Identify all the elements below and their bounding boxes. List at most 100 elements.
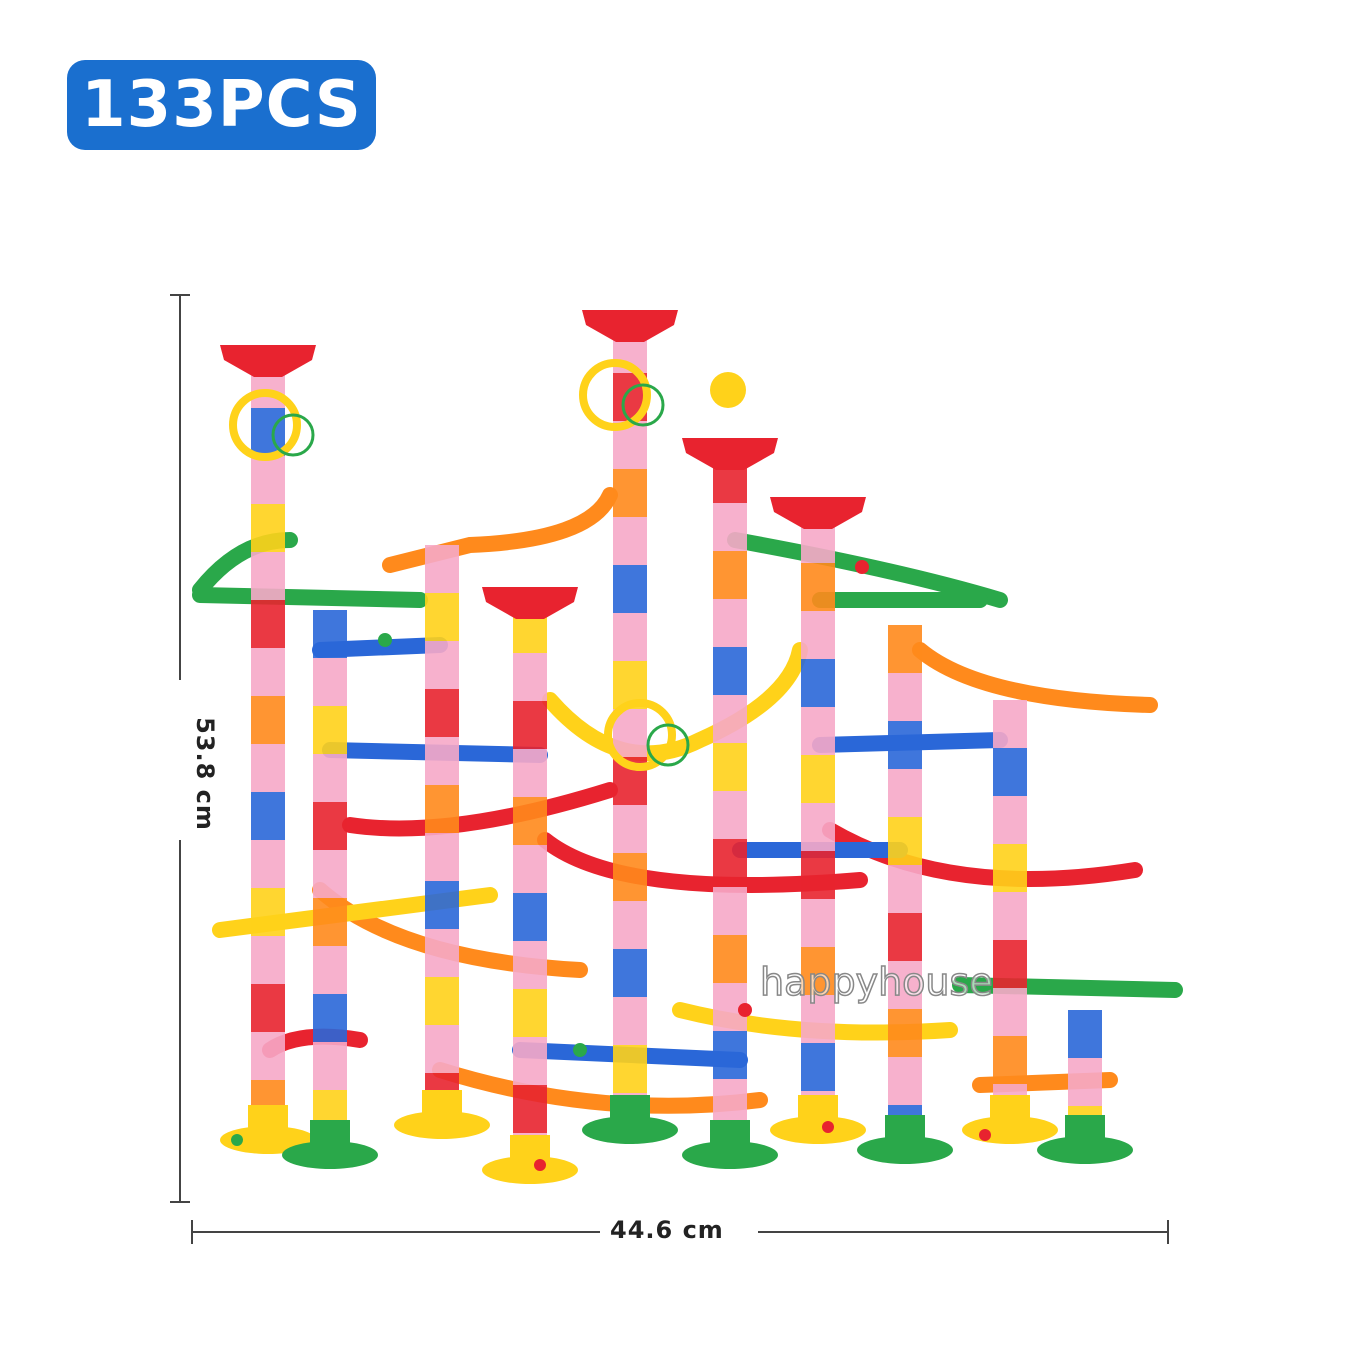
tower-base-stem [990, 1095, 1030, 1127]
tube-segment [613, 469, 647, 517]
tower-base-stem [610, 1095, 650, 1127]
tube-segment [613, 997, 647, 1045]
watermark-logo: happyhouse [759, 959, 993, 1005]
tube-segment [801, 755, 835, 803]
tube-segment [713, 551, 747, 599]
tube-segment [251, 648, 285, 696]
tube-segment [251, 744, 285, 792]
tower-base-stem [798, 1095, 838, 1127]
tube-segment [801, 611, 835, 659]
tube-segment [251, 840, 285, 888]
tower-base [282, 1141, 378, 1169]
paddle-wheel [271, 413, 315, 457]
tube-segment [425, 593, 459, 641]
tube-segment [888, 865, 922, 913]
tube-segment [888, 961, 922, 1009]
tube-segment [713, 887, 747, 935]
tube-segment [425, 929, 459, 977]
track-1 [192, 587, 428, 608]
funnel [770, 497, 866, 529]
tube-segment [313, 706, 347, 754]
tube-segment [425, 641, 459, 689]
paddle-wheel [621, 383, 665, 427]
tube-segment [713, 599, 747, 647]
tube-segment [513, 845, 547, 893]
tube-segment [993, 892, 1027, 940]
tube-segment [313, 658, 347, 706]
tube-segment [313, 754, 347, 802]
tube-segment [993, 988, 1027, 1036]
tube-segment [993, 940, 1027, 988]
tube-segment [713, 1079, 747, 1127]
tube-segment [313, 610, 347, 658]
tube-segment [993, 844, 1027, 892]
wheel [604, 699, 676, 771]
tube-segment [801, 803, 835, 851]
tube-segment [425, 977, 459, 1025]
tube-segment [1068, 1058, 1102, 1106]
tube-segment [513, 749, 547, 797]
tube-segment [313, 802, 347, 850]
tube-segment [713, 935, 747, 983]
tower-base [682, 1141, 778, 1169]
track-8 [342, 782, 618, 837]
tube-segment [888, 817, 922, 865]
tube-segment [713, 743, 747, 791]
track-7 [542, 642, 808, 762]
tube-segment [613, 613, 647, 661]
tube-segment [713, 839, 747, 887]
tower-base [857, 1136, 953, 1164]
tube-segment [251, 1032, 285, 1080]
tube-segment [888, 1009, 922, 1057]
tube-segment [425, 881, 459, 929]
tube-segment [613, 901, 647, 949]
tube-segment [801, 899, 835, 947]
funnel [682, 438, 778, 470]
tube-segment [888, 769, 922, 817]
tube-segment [613, 565, 647, 613]
tube-segment [888, 673, 922, 721]
tube-segment [801, 659, 835, 707]
tube-segment [513, 989, 547, 1037]
tube-segment [251, 456, 285, 504]
tube-segment [993, 796, 1027, 844]
tower-base-stem [422, 1090, 462, 1122]
tube-segment [513, 1085, 547, 1133]
tower-base [1037, 1136, 1133, 1164]
marble [855, 560, 869, 574]
tube-segment [513, 701, 547, 749]
marble [710, 372, 746, 408]
tube-segment [251, 888, 285, 936]
funnel [582, 310, 678, 342]
tower-base [770, 1116, 866, 1144]
tube-segment [251, 600, 285, 648]
tube-segment [513, 797, 547, 845]
tube-segment [888, 721, 922, 769]
tube-segment [425, 737, 459, 785]
tube-segment [801, 995, 835, 1043]
tower-base-stem [1065, 1115, 1105, 1147]
piece-count-badge: 133PCS [67, 60, 376, 150]
marble [378, 633, 392, 647]
tower-base-stem [310, 1120, 350, 1152]
tube-segment [513, 1037, 547, 1085]
funnel [482, 587, 578, 619]
tube-segment [993, 1036, 1027, 1084]
tube-segment [425, 689, 459, 737]
tube-segment [313, 946, 347, 994]
tube-segment [313, 850, 347, 898]
tube-segment [251, 984, 285, 1032]
tube-segment [613, 949, 647, 997]
marble [738, 1003, 752, 1017]
tube-segment [313, 1042, 347, 1090]
tube-segment [888, 913, 922, 961]
width-dimension-label: 44.6 cm [610, 1216, 724, 1244]
tube-segment [513, 941, 547, 989]
tube-segment [613, 853, 647, 901]
tube-segment [251, 696, 285, 744]
tube-segment [713, 1031, 747, 1079]
tube-segment [425, 545, 459, 593]
track-5 [912, 642, 1158, 713]
